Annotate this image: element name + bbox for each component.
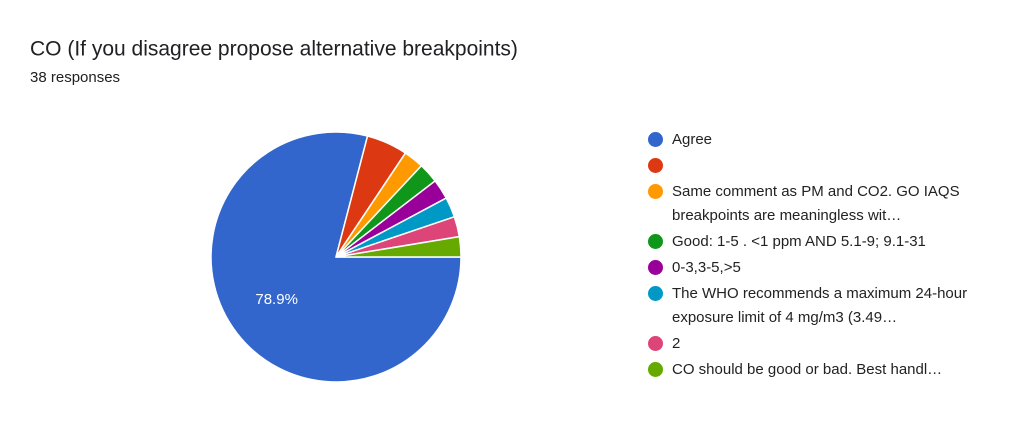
legend-item: Same comment as PM and CO2. GO IAQS brea…: [646, 180, 976, 228]
legend-label: Good: 1-5 . <1 ppm AND 5.1-9; 9.1-31: [672, 233, 926, 250]
legend-swatch: [648, 184, 663, 199]
legend-item: 2: [646, 332, 976, 356]
legend-label: Same comment as PM and CO2. GO IAQS brea…: [672, 183, 960, 224]
legend-item: 0-3,3-5,>5: [646, 256, 976, 280]
legend: Agree Same comment as PM and CO2. GO IAQS…: [646, 128, 976, 384]
legend-item: CO should be good or bad. Best handl…: [646, 358, 976, 382]
legend-swatch: [648, 234, 663, 249]
legend-label: Agree: [672, 131, 713, 148]
chart-title: CO (If you disagree propose alternative …: [30, 38, 518, 61]
legend-label: 2: [672, 335, 681, 352]
legend-swatch: [648, 132, 663, 147]
pie-slice: [335, 235, 462, 258]
legend-item: The WHO recommends a maximum 24-hour exp…: [646, 282, 976, 330]
legend-item: [646, 154, 976, 178]
legend-swatch: [648, 286, 663, 301]
legend-swatch: [648, 158, 663, 173]
legend-swatch: [648, 336, 663, 351]
legend-item: Good: 1-5 . <1 ppm AND 5.1-9; 9.1-31: [646, 230, 976, 254]
legend-label: 0-3,3-5,>5: [672, 259, 741, 276]
legend-label: The WHO recommends a maximum 24-hour exp…: [672, 285, 968, 326]
legend-item: Agree: [646, 128, 976, 152]
legend-swatch: [648, 260, 663, 275]
chart-subtitle: 38 responses: [30, 69, 120, 86]
legend-swatch: [648, 362, 663, 377]
legend-label: CO should be good or bad. Best handl…: [672, 361, 943, 378]
slice-label: 78.9%: [255, 291, 298, 308]
